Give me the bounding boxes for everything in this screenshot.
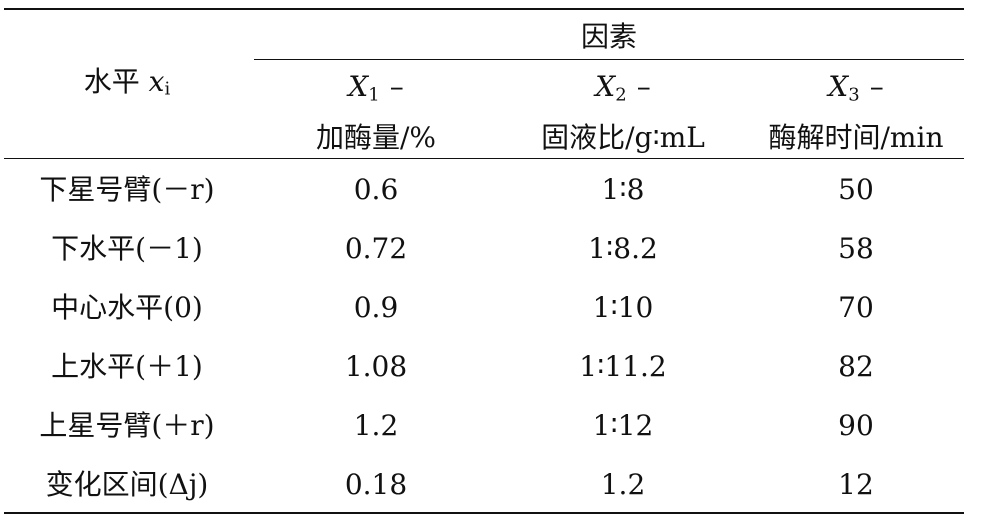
- level-header-symbol: xi: [148, 65, 171, 100]
- row-6-x3: 12: [838, 468, 874, 501]
- row-1-x3: 50: [838, 173, 874, 206]
- factor-3-unit: 酶解时间/min: [768, 121, 944, 154]
- factor-2-unit: 固液比/g∶mL: [541, 121, 705, 154]
- group-header: 因素: [580, 20, 637, 53]
- row-5-x2: 1∶12: [592, 409, 654, 442]
- row-4-level: 上水平(＋1): [51, 350, 203, 383]
- top-rule: [4, 8, 964, 10]
- row-5-x3: 90: [838, 409, 874, 442]
- bottom-rule: [4, 512, 964, 514]
- row-6-x2: 1.2: [600, 468, 646, 501]
- row-1-level: 下星号臂(－r): [39, 173, 215, 206]
- row-3-x2: 1∶10: [592, 291, 654, 324]
- row-1-x2: 1∶8: [601, 173, 645, 206]
- row-2-x1: 0.72: [344, 232, 408, 265]
- row-3-x3: 70: [838, 291, 874, 324]
- row-3-level: 中心水平(0): [51, 291, 203, 324]
- level-column-header: 水平 xi: [4, 65, 250, 99]
- row-2-x3: 58: [838, 232, 874, 265]
- header-bottom-rule: [4, 158, 964, 159]
- row-5-level: 上星号臂(＋r): [39, 409, 215, 442]
- factor-3-var: X3–: [828, 70, 884, 106]
- factor-1-var: X1–: [348, 70, 404, 106]
- factor-level-table: 因素 水平 xi X1– X2– X3– 加酶量/% 固液比/g∶mL 酶解时间…: [4, 8, 964, 514]
- level-header-text: 水平: [83, 65, 140, 98]
- row-3-x1: 0.9: [353, 291, 399, 324]
- row-6-x1: 0.18: [344, 468, 408, 501]
- row-2-x2: 1∶8.2: [588, 232, 658, 265]
- row-1-x1: 0.6: [353, 173, 399, 206]
- row-4-x3: 82: [838, 350, 874, 383]
- row-4-x2: 1∶11.2: [579, 350, 667, 383]
- row-2-level: 下水平(－1): [51, 232, 203, 265]
- group-header-rule: [254, 59, 964, 60]
- factor-1-unit: 加酶量/%: [315, 121, 437, 154]
- row-5-x1: 1.2: [353, 409, 399, 442]
- row-6-level: 变化区间(Δj): [45, 468, 209, 501]
- row-4-x1: 1.08: [344, 350, 408, 383]
- factor-2-var: X2–: [595, 70, 651, 106]
